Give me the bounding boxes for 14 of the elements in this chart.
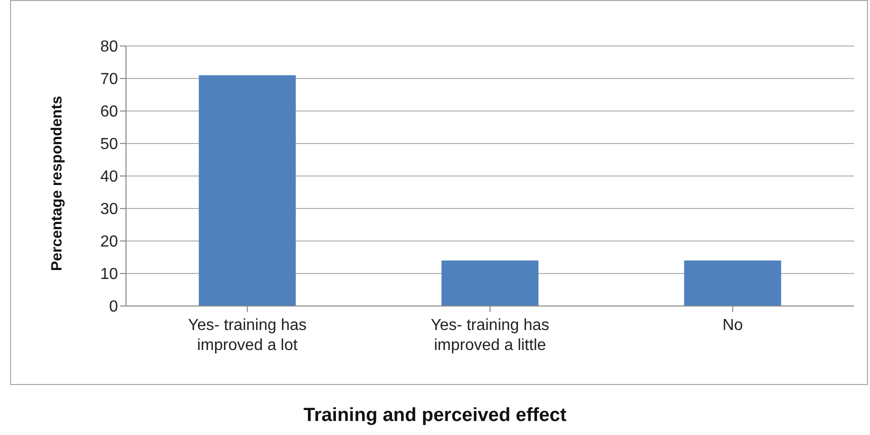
x-tick-label: Yes- training has improved a little [430,317,550,354]
y-tick-label: 60 [100,104,118,121]
text: Training and perceived effect [302,405,568,427]
x-tick-label: No [722,317,743,334]
y-tick-label: 10 [100,266,118,284]
y-tick-label: 70 [100,71,118,88]
y-tick-label: 40 [100,168,118,186]
x-tick-label: Yes- training has improved a lot [188,317,307,354]
y-tick-label: 30 [100,201,118,218]
y-tick-label: 50 [100,136,118,154]
y-tick-label: 80 [100,38,118,56]
y-axis-title: Percentage respondents [48,96,66,271]
y-tick-label: 20 [100,234,118,251]
y-tick-label: 0 [109,298,118,316]
